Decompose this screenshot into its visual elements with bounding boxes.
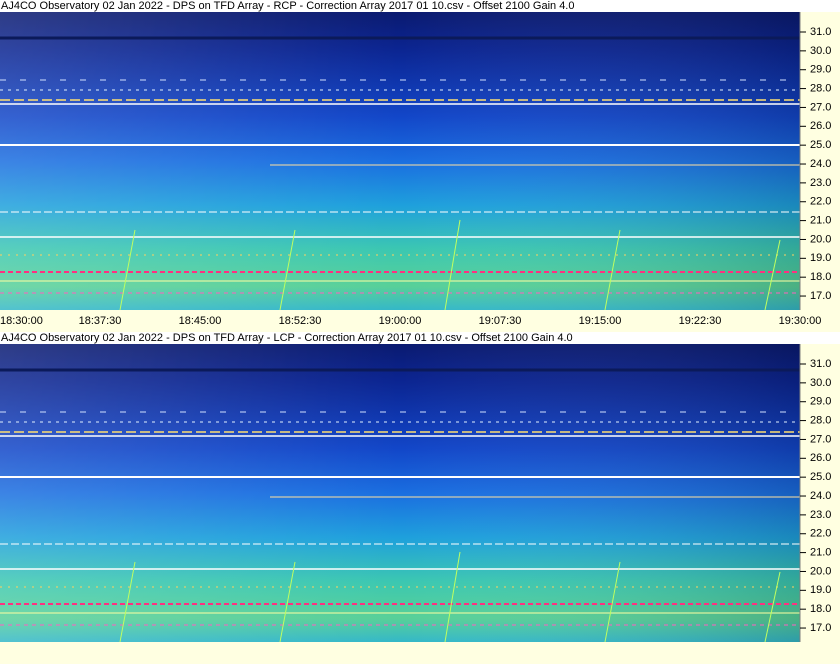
rcp-panel: AJ4CO Observatory 02 Jan 2022 - DPS on T… bbox=[0, 0, 840, 332]
x-tick-label: 18:45:00 bbox=[179, 315, 222, 327]
y-tick-label: 29.0 bbox=[810, 396, 831, 408]
x-tick-label: 18:37:30 bbox=[79, 315, 122, 327]
x-tick-label: 18:52:30 bbox=[279, 315, 322, 327]
y-tick-label: 17.0 bbox=[810, 622, 831, 634]
y-tick-label: 30.0 bbox=[810, 45, 831, 57]
y-tick-label: 24.0 bbox=[810, 158, 831, 170]
x-tick-label: 19:30:00 bbox=[779, 315, 822, 327]
y-tick-label: 30.0 bbox=[810, 377, 831, 389]
y-tick-label: 19.0 bbox=[810, 252, 831, 264]
y-tick-label: 28.0 bbox=[810, 414, 831, 426]
y-tick-label: 22.0 bbox=[810, 196, 831, 208]
y-tick-label: 17.0 bbox=[810, 290, 831, 302]
lcp-panel: AJ4CO Observatory 02 Jan 2022 - DPS on T… bbox=[0, 332, 840, 664]
y-tick-label: 29.0 bbox=[810, 64, 831, 76]
y-tick-label: 21.0 bbox=[810, 547, 831, 559]
y-tick-label: 19.0 bbox=[810, 584, 831, 596]
y-tick-label: 18.0 bbox=[810, 271, 831, 283]
y-tick-label: 27.0 bbox=[810, 433, 831, 445]
x-tick-label: 19:07:30 bbox=[479, 315, 522, 327]
y-tick-label: 28.0 bbox=[810, 82, 831, 94]
x-tick-label: 19:00:00 bbox=[379, 315, 422, 327]
y-tick-label: 26.0 bbox=[810, 120, 831, 132]
y-tick-label: 25.0 bbox=[810, 471, 831, 483]
x-tick-label: 19:15:00 bbox=[579, 315, 622, 327]
y-tick-label: 31.0 bbox=[810, 358, 831, 370]
y-tick-label: 26.0 bbox=[810, 452, 831, 464]
y-tick-label: 23.0 bbox=[810, 509, 831, 521]
y-tick-label: 18.0 bbox=[810, 603, 831, 615]
y-tick-label: 20.0 bbox=[810, 565, 831, 577]
x-tick-label: 18:30:00 bbox=[0, 315, 43, 327]
y-tick-label: 22.0 bbox=[810, 528, 831, 540]
y-tick-label: 27.0 bbox=[810, 101, 831, 113]
panel-title: AJ4CO Observatory 02 Jan 2022 - DPS on T… bbox=[1, 332, 573, 344]
y-tick-label: 25.0 bbox=[810, 139, 831, 151]
y-tick-label: 31.0 bbox=[810, 26, 831, 38]
panel-title: AJ4CO Observatory 02 Jan 2022 - DPS on T… bbox=[1, 0, 574, 12]
y-tick-label: 24.0 bbox=[810, 490, 831, 502]
x-tick-label: 19:22:30 bbox=[679, 315, 722, 327]
y-tick-label: 20.0 bbox=[810, 233, 831, 245]
y-tick-label: 21.0 bbox=[810, 215, 831, 227]
y-tick-label: 23.0 bbox=[810, 177, 831, 189]
